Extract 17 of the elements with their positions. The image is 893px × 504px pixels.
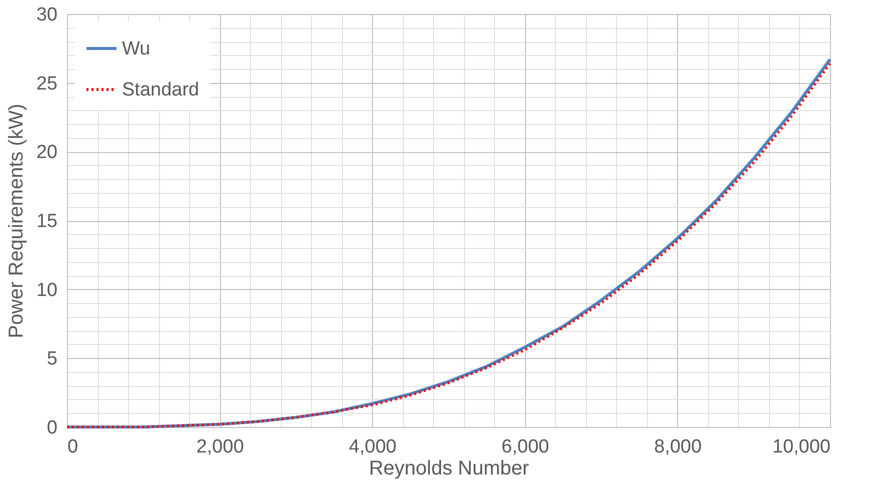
y-tick-label: 5 — [46, 348, 58, 370]
x-tick-label: 2,000 — [196, 436, 244, 458]
x-tick-label: 0 — [68, 436, 78, 458]
y-tick-label: 15 — [36, 211, 58, 232]
y-tick-label: 30 — [36, 4, 58, 26]
legend-label: Wu — [122, 38, 150, 60]
y-tick-label: 25 — [36, 73, 58, 94]
y-tick-label: 0 — [46, 418, 58, 438]
y-axis-title: Power Requirements (kW) — [5, 104, 28, 338]
x-tick-label: 10,000 — [772, 436, 830, 458]
x-tick-label: 8,000 — [654, 436, 702, 458]
legend-label: Standard — [122, 80, 200, 100]
x-axis-title: Reynolds Number — [368, 458, 530, 480]
x-tick-label: 4,000 — [348, 436, 396, 458]
x-tick-label: 6,000 — [502, 436, 550, 458]
y-tick-label: 20 — [36, 142, 58, 164]
y-tick-label: 10 — [36, 280, 58, 301]
